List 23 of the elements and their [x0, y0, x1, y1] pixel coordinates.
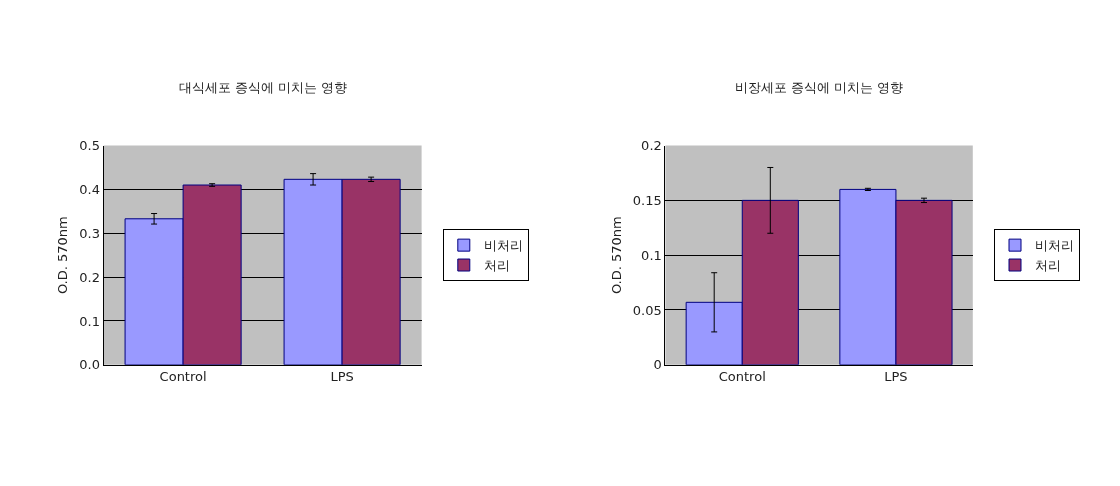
y-axis-title: O.D. 570nm	[608, 216, 624, 295]
y-tick-label: 0.2	[641, 138, 662, 154]
legend-label: 처리	[483, 258, 510, 274]
x-tick-label: Control	[718, 369, 766, 385]
y-tick-label: 0.5	[79, 138, 100, 154]
chart-title: 대식세포 증식에 미치는 영향	[179, 80, 348, 95]
legend-label: 처리	[1035, 258, 1061, 274]
y-axis-title: O.D. 570nm	[55, 216, 71, 295]
y-tick-label: 0.3	[79, 225, 100, 241]
y-tick-label: 0.05	[632, 302, 662, 318]
x-tick-label: LPS	[330, 369, 354, 385]
x-tick-label: Control	[159, 369, 207, 385]
y-tick-label: 0.0	[79, 357, 100, 373]
y-tick-label: 0.1	[641, 247, 662, 263]
legend-label: 비처리	[483, 238, 523, 254]
legend-label: 비처리	[1035, 238, 1074, 254]
y-tick-label: 0.4	[79, 181, 100, 197]
x-tick-label: LPS	[884, 369, 908, 385]
y-tick-label: 0	[653, 357, 662, 373]
chart-title: 비장세포 증식에 미치는 영향	[735, 80, 904, 95]
y-tick-label: 0.15	[632, 192, 662, 208]
y-tick-label: 0.1	[79, 313, 100, 329]
y-tick-label: 0.2	[79, 269, 100, 285]
